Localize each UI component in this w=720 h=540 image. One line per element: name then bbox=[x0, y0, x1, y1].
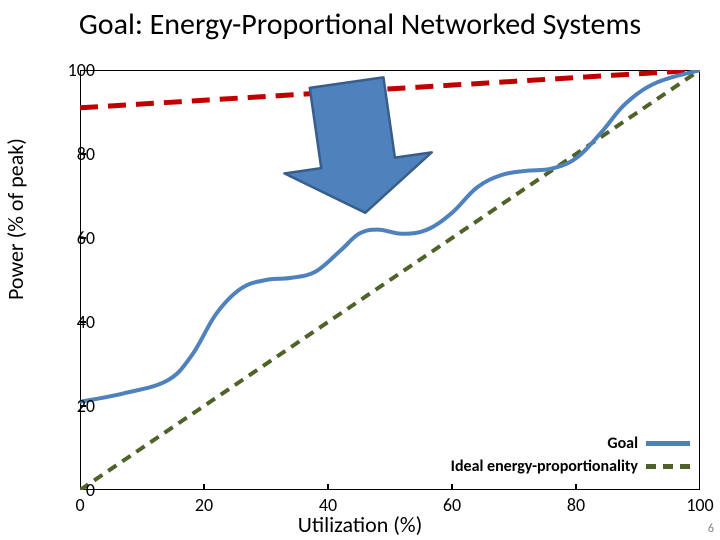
y-tick-label: 40 bbox=[45, 311, 95, 333]
x-tick-label: 0 bbox=[75, 494, 84, 516]
legend-label: Ideal energy-proportionality bbox=[451, 457, 638, 476]
slide: Goal: Energy-Proportional Networked Syst… bbox=[0, 0, 720, 540]
page-number: 6 bbox=[708, 522, 714, 536]
legend-swatch-ideal bbox=[646, 464, 690, 469]
x-tick-label: 20 bbox=[195, 494, 213, 516]
x-tick-label: 80 bbox=[567, 494, 585, 516]
x-tick-label: 60 bbox=[443, 494, 461, 516]
x-axis-label: Utilization (%) bbox=[0, 511, 720, 538]
legend-item-goal: Goal bbox=[451, 434, 690, 453]
slide-title: Goal: Energy-Proportional Networked Syst… bbox=[0, 6, 720, 43]
legend-swatch-goal bbox=[646, 441, 690, 446]
legend-item-ideal: Ideal energy-proportionality bbox=[451, 457, 690, 476]
y-tick-label: 60 bbox=[45, 227, 95, 249]
legend: Goal Ideal energy-proportionality bbox=[451, 430, 690, 476]
y-axis-label: Power (% of peak) bbox=[2, 138, 29, 300]
y-tick-label: 100 bbox=[45, 59, 95, 81]
x-tick-label: 40 bbox=[319, 494, 337, 516]
x-tick-label: 100 bbox=[686, 494, 713, 516]
y-tick-label: 0 bbox=[45, 479, 95, 501]
y-tick-label: 80 bbox=[45, 143, 95, 165]
legend-label: Goal bbox=[607, 434, 638, 453]
y-tick-label: 20 bbox=[45, 395, 95, 417]
chart-plot bbox=[80, 70, 700, 490]
